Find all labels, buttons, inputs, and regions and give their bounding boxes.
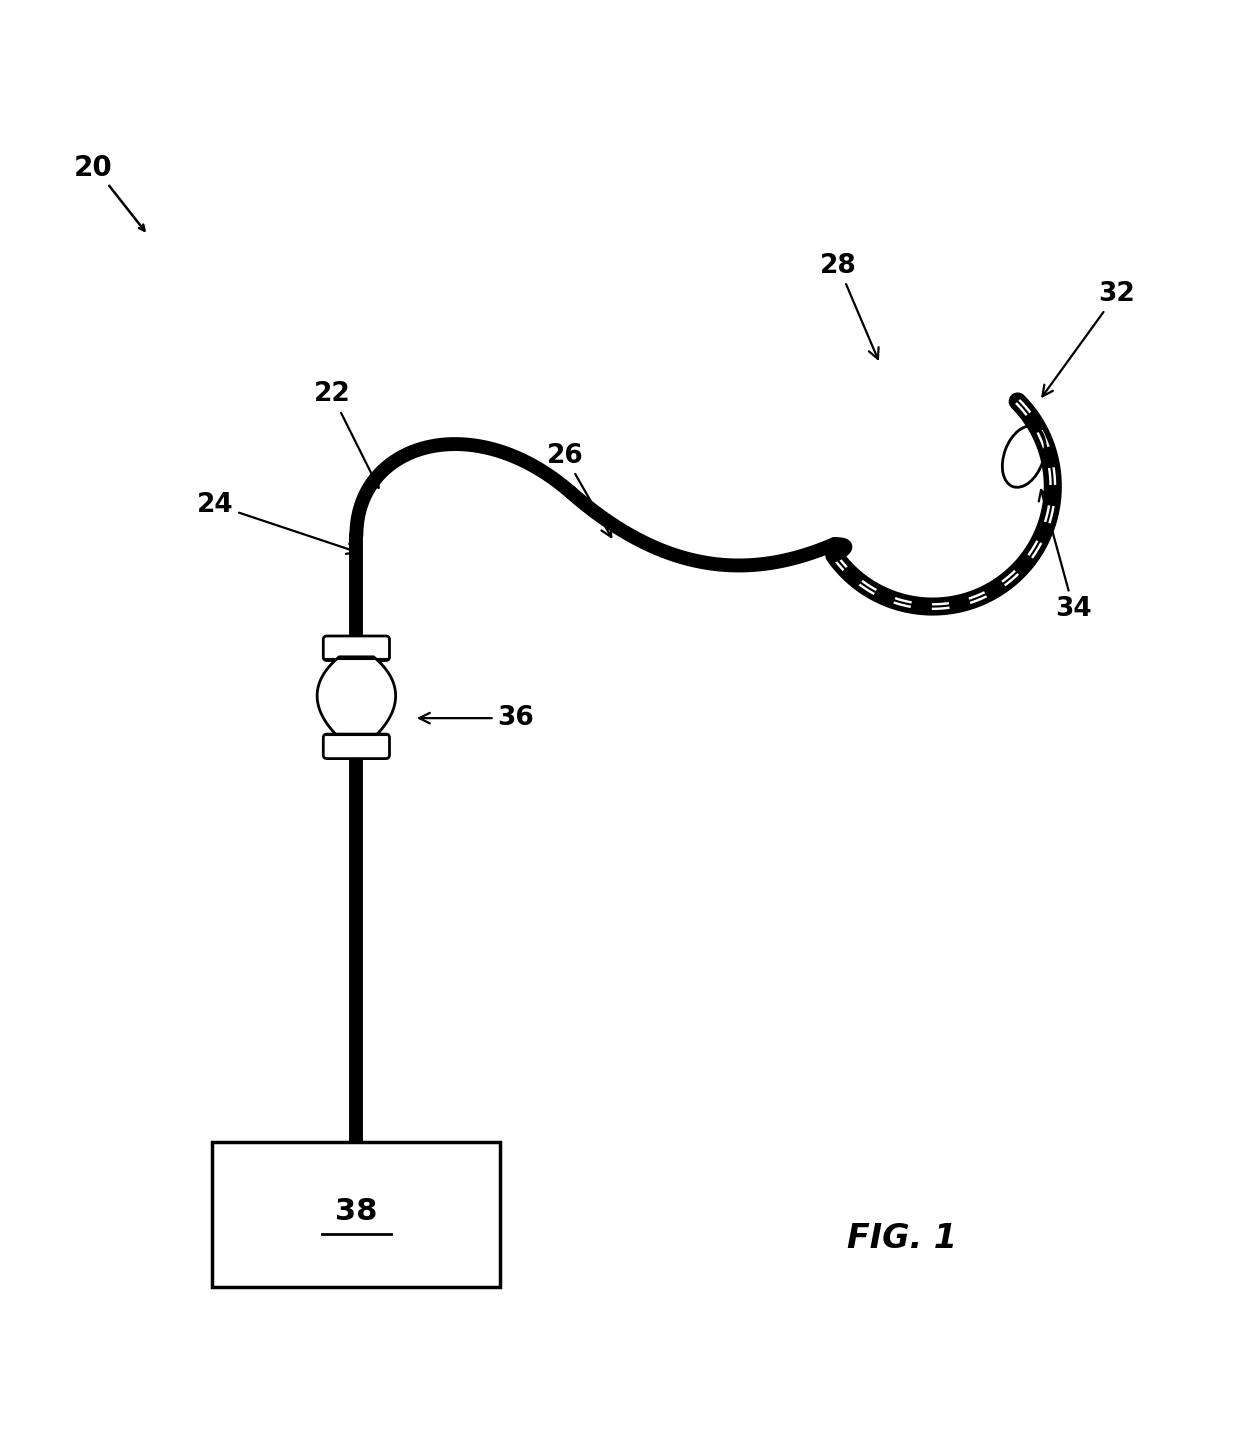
Text: 20: 20	[73, 154, 112, 181]
Text: 24: 24	[197, 492, 357, 554]
Text: 36: 36	[419, 705, 534, 731]
FancyBboxPatch shape	[324, 636, 389, 660]
Text: 38: 38	[335, 1197, 377, 1226]
Polygon shape	[317, 657, 396, 737]
Text: 32: 32	[1043, 281, 1135, 396]
FancyBboxPatch shape	[324, 734, 389, 759]
Text: 26: 26	[547, 443, 611, 537]
Text: 22: 22	[314, 382, 378, 488]
Text: FIG. 1: FIG. 1	[847, 1222, 957, 1255]
Bar	[212, 1142, 501, 1287]
Text: 28: 28	[820, 252, 879, 358]
Text: 34: 34	[1039, 490, 1092, 622]
